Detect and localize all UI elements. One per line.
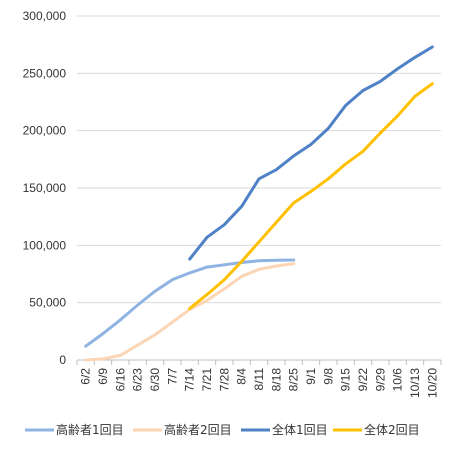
x-tick-label: 10/20	[425, 368, 439, 398]
legend-label: 全体1回目	[272, 422, 328, 437]
series-line	[84, 258, 296, 348]
x-tick-label: 7/7	[165, 368, 179, 385]
x-tick-label: 9/8	[321, 368, 335, 385]
legend-label: 高齢者1回目	[56, 422, 124, 437]
gridlines	[77, 15, 441, 304]
y-tick-label: 200,000	[23, 124, 67, 138]
x-tick-label: 9/22	[356, 368, 370, 392]
y-tick-label: 250,000	[23, 66, 67, 80]
x-tick-label: 6/2	[79, 368, 93, 385]
x-tick-label: 9/1	[304, 368, 318, 385]
x-tick-label: 8/11	[252, 368, 266, 391]
series-line	[188, 82, 434, 310]
x-tick-label: 6/16	[113, 368, 127, 392]
axes	[76, 359, 442, 365]
y-tick-label: 0	[59, 353, 66, 367]
y-tick-label: 300,000	[23, 9, 67, 23]
x-tick-label: 6/9	[96, 368, 110, 385]
series-line	[84, 262, 296, 362]
x-tick-label: 10/6	[391, 368, 405, 392]
x-tick-label: 7/28	[217, 368, 231, 392]
x-tick-label: 10/13	[408, 368, 422, 398]
x-tick-label: 7/14	[183, 368, 197, 392]
series-line	[188, 45, 434, 261]
x-tick-label: 8/4	[235, 368, 249, 385]
x-tick-label: 8/18	[269, 368, 283, 392]
x-tick-label: 9/15	[339, 368, 353, 392]
legend-label: 高齢者2回目	[164, 422, 232, 437]
x-tick-label: 8/25	[287, 368, 301, 392]
legend-label: 全体2回目	[364, 422, 420, 437]
y-tick-label: 150,000	[23, 181, 67, 195]
y-axis-ticks: 0 50,000 100,000 150,000 200,000 250,000 300,0…	[23, 9, 67, 367]
x-tick-label: 7/21	[200, 368, 214, 392]
legend: 高齢者1回目 高齢者2回目 全体1回目 全体2回目	[25, 422, 420, 437]
y-tick-label: 50,000	[29, 296, 66, 310]
x-axis-ticks: 6/2 6/9 6/16 6/23 6/30 7/7 7/14 7/21 7/28 8/4 8/11…	[79, 368, 440, 398]
series-lines	[84, 45, 434, 362]
x-tick-label: 6/30	[148, 368, 162, 392]
y-tick-label: 100,000	[23, 238, 67, 252]
x-tick-label: 6/23	[131, 368, 145, 392]
x-tick-label: 9/29	[373, 368, 387, 392]
